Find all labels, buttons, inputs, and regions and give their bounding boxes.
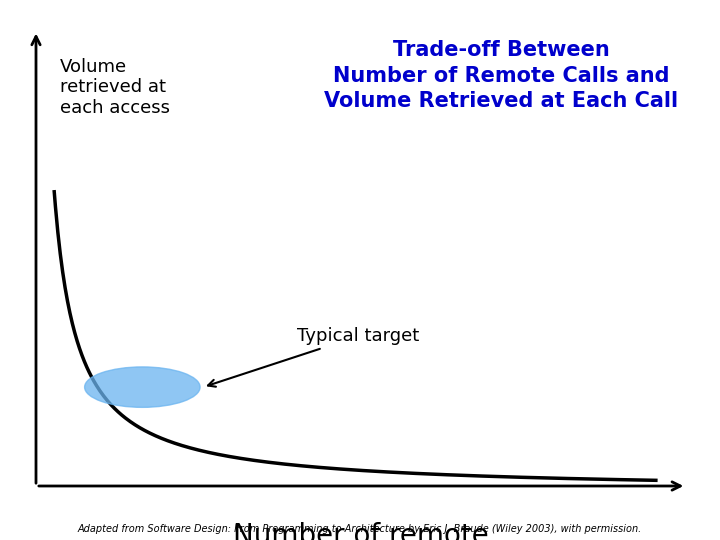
Text: Number of remote: Number of remote [233,522,489,540]
Text: Typical target: Typical target [208,327,420,387]
Text: Trade-off Between
Number of Remote Calls and
Volume Retrieved at Each Call: Trade-off Between Number of Remote Calls… [325,40,678,111]
Text: Volume
retrieved at
each access: Volume retrieved at each access [60,58,171,117]
Text: Adapted from Software Design: From Programming to Architecture by Eric J. Braude: Adapted from Software Design: From Progr… [78,523,642,534]
Ellipse shape [85,367,200,407]
